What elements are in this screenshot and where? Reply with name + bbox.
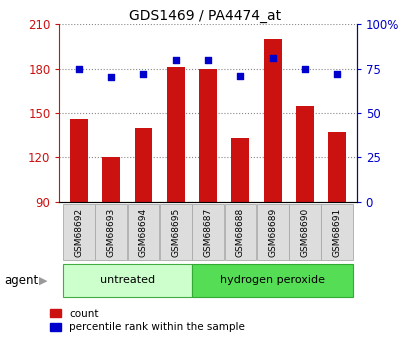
- Point: [333, 71, 340, 77]
- Bar: [199, 69, 216, 202]
- Bar: [256, 204, 288, 260]
- Bar: [288, 204, 320, 260]
- Text: GSM68688: GSM68688: [235, 207, 244, 257]
- Bar: [134, 128, 152, 202]
- Bar: [328, 132, 345, 202]
- Text: GSM68694: GSM68694: [139, 207, 148, 257]
- Point: [172, 57, 179, 62]
- Point: [204, 57, 211, 62]
- Point: [108, 75, 114, 80]
- Text: GSM68687: GSM68687: [203, 207, 212, 257]
- Bar: [321, 204, 352, 260]
- Point: [301, 66, 308, 71]
- Bar: [95, 204, 127, 260]
- Bar: [63, 204, 94, 260]
- Point: [75, 66, 82, 71]
- Point: [269, 55, 275, 61]
- Bar: [63, 264, 191, 297]
- Bar: [231, 138, 249, 202]
- Bar: [160, 204, 191, 260]
- Bar: [127, 204, 159, 260]
- Bar: [263, 39, 281, 202]
- Bar: [102, 157, 120, 202]
- Text: untreated: untreated: [99, 275, 155, 285]
- Text: GDS1469 / PA4474_at: GDS1469 / PA4474_at: [128, 9, 281, 23]
- Bar: [224, 204, 256, 260]
- Text: GSM68693: GSM68693: [106, 207, 115, 257]
- Text: GSM68692: GSM68692: [74, 207, 83, 257]
- Point: [140, 71, 146, 77]
- Legend: count, percentile rank within the sample: count, percentile rank within the sample: [46, 305, 249, 336]
- Text: GSM68691: GSM68691: [332, 207, 341, 257]
- Bar: [166, 67, 184, 202]
- Bar: [295, 106, 313, 202]
- Text: agent: agent: [4, 274, 38, 287]
- Bar: [70, 119, 88, 202]
- Text: GSM68690: GSM68690: [300, 207, 309, 257]
- Text: GSM68689: GSM68689: [267, 207, 276, 257]
- Bar: [192, 264, 352, 297]
- Text: hydrogen peroxide: hydrogen peroxide: [220, 275, 324, 285]
- Point: [236, 73, 243, 78]
- Text: ▶: ▶: [39, 275, 47, 285]
- Bar: [192, 204, 223, 260]
- Text: GSM68695: GSM68695: [171, 207, 180, 257]
